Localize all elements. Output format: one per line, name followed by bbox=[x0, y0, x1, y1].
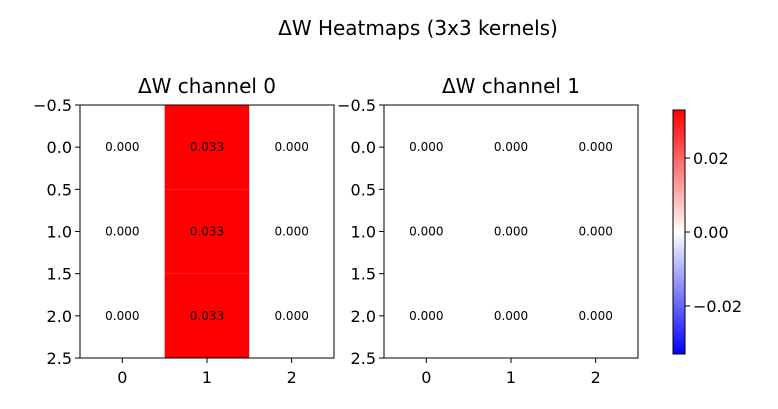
cell-value-label: 0.000 bbox=[578, 225, 612, 239]
y-tick-label: −0.5 bbox=[337, 96, 376, 115]
panel-title: ΔW channel 1 bbox=[442, 74, 580, 98]
y-tick-label: 1.0 bbox=[351, 223, 376, 242]
y-tick-label: 0.0 bbox=[351, 138, 376, 157]
cell-value-label: 0.000 bbox=[274, 140, 308, 154]
y-tick-label: 2.0 bbox=[47, 307, 72, 326]
y-tick-label: −0.5 bbox=[33, 96, 72, 115]
y-tick-label: 2.0 bbox=[351, 307, 376, 326]
x-tick-label: 1 bbox=[202, 368, 212, 387]
cell-value-label: 0.000 bbox=[274, 225, 308, 239]
y-tick-label: 1.0 bbox=[47, 223, 72, 242]
cell-value-label: 0.033 bbox=[190, 225, 224, 239]
y-tick-label: 2.5 bbox=[47, 349, 72, 368]
cell-value-label: 0.000 bbox=[494, 140, 528, 154]
panel-title: ΔW channel 0 bbox=[138, 74, 276, 98]
cell-value-label: 0.000 bbox=[409, 225, 443, 239]
cell-value-label: 0.000 bbox=[105, 140, 139, 154]
y-tick-label: 1.5 bbox=[351, 265, 376, 284]
cell-value-label: 0.000 bbox=[274, 309, 308, 323]
colorbar-tick-label: −0.02 bbox=[693, 297, 742, 316]
colorbar-tick-label: 0.02 bbox=[693, 149, 729, 168]
cell-value-label: 0.033 bbox=[190, 309, 224, 323]
y-tick-label: 1.5 bbox=[47, 265, 72, 284]
y-tick-label: 0.5 bbox=[47, 180, 72, 199]
colorbar-tick-label: 0.00 bbox=[693, 223, 729, 242]
x-tick-label: 0 bbox=[421, 368, 431, 387]
x-tick-label: 2 bbox=[287, 368, 297, 387]
cell-value-label: 0.000 bbox=[578, 140, 612, 154]
y-tick-label: 2.5 bbox=[351, 349, 376, 368]
cell-value-label: 0.000 bbox=[105, 309, 139, 323]
y-tick-label: 0.5 bbox=[351, 180, 376, 199]
cell-value-label: 0.033 bbox=[190, 140, 224, 154]
x-tick-label: 1 bbox=[506, 368, 516, 387]
colorbar-gradient bbox=[673, 110, 685, 354]
cell-value-label: 0.000 bbox=[494, 309, 528, 323]
cell-value-label: 0.000 bbox=[409, 140, 443, 154]
x-tick-label: 0 bbox=[117, 368, 127, 387]
cell-value-label: 0.000 bbox=[494, 225, 528, 239]
colorbar: 0.02 0.00 −0.02 bbox=[673, 110, 742, 354]
y-tick-label: 0.0 bbox=[47, 138, 72, 157]
figure-title: ΔW Heatmaps (3x3 kernels) bbox=[278, 16, 558, 40]
heatmap-panel-0: 0.000 0.033 0.000 0.000 0.033 0.000 0.000 0.033… bbox=[33, 74, 334, 387]
cell-value-label: 0.000 bbox=[105, 225, 139, 239]
cell-value-label: 0.000 bbox=[578, 309, 612, 323]
x-tick-label: 2 bbox=[591, 368, 601, 387]
cell-value-label: 0.000 bbox=[409, 309, 443, 323]
